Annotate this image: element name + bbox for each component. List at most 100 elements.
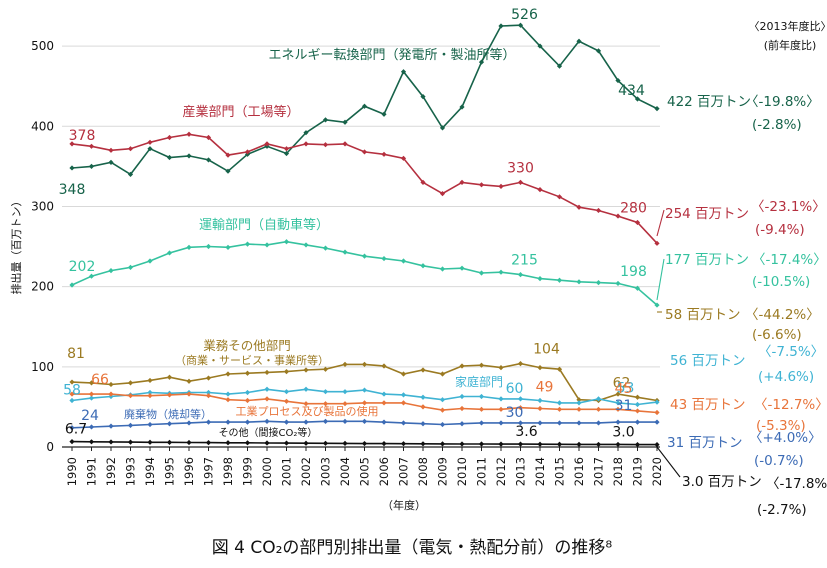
- data-point: [245, 371, 250, 376]
- data-point: [342, 141, 347, 146]
- data-point: [537, 187, 542, 192]
- data-value-label: 104: [533, 342, 560, 358]
- data-point: [498, 396, 503, 401]
- data-point: [401, 441, 406, 446]
- data-point: [342, 362, 347, 367]
- series-7: [69, 439, 659, 447]
- data-point: [206, 393, 211, 398]
- data-point: [401, 371, 406, 376]
- data-point: [323, 389, 328, 394]
- data-point: [245, 440, 250, 445]
- data-point: [186, 379, 191, 384]
- data-point: [69, 398, 74, 403]
- data-point: [615, 442, 620, 447]
- data-point: [576, 442, 581, 447]
- pointer-line: [657, 259, 664, 300]
- data-value-label: 3.0: [612, 425, 634, 441]
- data-value-label: 49: [536, 380, 554, 396]
- data-value-label: 45: [615, 381, 633, 397]
- x-tick-label: 2003: [319, 457, 333, 486]
- data-point: [596, 442, 601, 447]
- data-point: [342, 419, 347, 424]
- data-point: [284, 440, 289, 445]
- data-value-label: 434: [618, 83, 645, 99]
- x-tick-label: 1993: [124, 457, 138, 486]
- data-point: [167, 155, 172, 160]
- data-point: [264, 387, 269, 392]
- data-point: [303, 441, 308, 446]
- data-point: [459, 406, 464, 411]
- data-point: [557, 407, 562, 412]
- series-2: [69, 239, 659, 308]
- data-point: [440, 441, 445, 446]
- data-point: [186, 153, 191, 158]
- data-point: [147, 258, 152, 263]
- data-point: [420, 441, 425, 446]
- data-point: [147, 422, 152, 427]
- y-tick-label: 400: [31, 119, 54, 133]
- data-value-label: 198: [620, 264, 647, 280]
- x-tick-label: 2018: [611, 457, 625, 486]
- data-point: [459, 394, 464, 399]
- data-point: [323, 441, 328, 446]
- data-value-label: 330: [507, 160, 534, 176]
- data-point: [615, 281, 620, 286]
- data-point: [303, 387, 308, 392]
- data-point: [108, 268, 113, 273]
- x-tick-label: 1998: [221, 457, 235, 486]
- x-tick-label: 2014: [533, 457, 547, 486]
- data-point: [284, 369, 289, 374]
- data-point: [479, 270, 484, 275]
- data-point: [401, 258, 406, 263]
- data-point: [537, 406, 542, 411]
- data-point: [323, 367, 328, 372]
- data-point: [303, 367, 308, 372]
- series-3: [69, 361, 659, 403]
- data-point: [264, 396, 269, 401]
- end-value-label: 177 百万トン: [665, 252, 749, 268]
- data-point: [89, 439, 94, 444]
- data-point: [557, 278, 562, 283]
- data-point: [518, 361, 523, 366]
- data-point: [108, 148, 113, 153]
- data-point: [498, 184, 503, 189]
- data-point: [654, 420, 659, 425]
- data-value-label: 6.7: [65, 422, 87, 438]
- data-point: [167, 250, 172, 255]
- figure-caption: 図 4 CO₂の部門別排出量（電気・熱配分前）の推移⁸: [212, 538, 613, 558]
- data-point: [167, 135, 172, 140]
- series-1: [69, 132, 659, 246]
- change-vs-prev-label: (-2.8%): [752, 117, 802, 133]
- end-value-label: 254 百万トン: [665, 206, 749, 222]
- data-point: [440, 422, 445, 427]
- x-tick-label: 2020: [650, 457, 664, 486]
- data-point: [186, 132, 191, 137]
- series-line: [72, 242, 657, 305]
- data-point: [69, 165, 74, 170]
- data-point: [186, 420, 191, 425]
- x-tick-label: 2015: [553, 457, 567, 486]
- data-point: [303, 242, 308, 247]
- data-point: [362, 419, 367, 424]
- data-point: [342, 250, 347, 255]
- data-point: [459, 421, 464, 426]
- data-point: [206, 440, 211, 445]
- data-point: [89, 164, 94, 169]
- end-value-label: 31 百万トン: [667, 435, 742, 451]
- data-point: [245, 420, 250, 425]
- data-point: [225, 245, 230, 250]
- change-vs-2013-label: 〈-17.8%〉: [766, 476, 827, 492]
- data-point: [635, 420, 640, 425]
- pointer-line: [657, 210, 664, 236]
- data-point: [186, 245, 191, 250]
- x-tick-label: 2017: [592, 457, 606, 486]
- x-tick-label: 2016: [572, 457, 586, 486]
- data-point: [245, 398, 250, 403]
- data-point: [323, 419, 328, 424]
- data-point: [537, 365, 542, 370]
- data-point: [420, 367, 425, 372]
- data-point: [225, 440, 230, 445]
- x-tick-label: 2004: [338, 457, 352, 486]
- data-value-label: 348: [59, 182, 86, 198]
